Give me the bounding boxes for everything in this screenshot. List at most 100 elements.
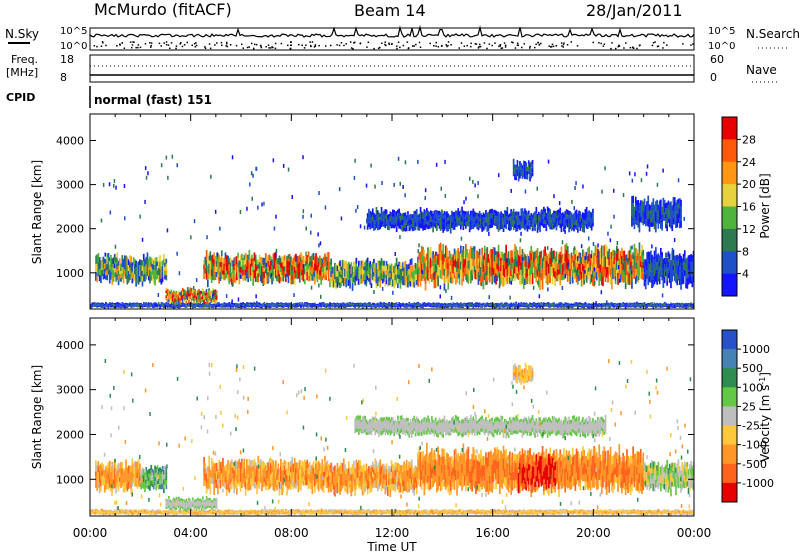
data-cell [492, 220, 495, 225]
data-cell [213, 295, 215, 299]
data-cell [295, 306, 297, 308]
data-cell [136, 305, 139, 307]
data-cell [97, 253, 100, 258]
data-cell [184, 292, 187, 296]
data-cell [447, 224, 450, 228]
data-cell [276, 305, 278, 307]
data-cell [589, 224, 592, 228]
data-cell [555, 223, 558, 231]
data-cell [308, 303, 311, 305]
data-cell [460, 245, 462, 254]
data-cell [558, 269, 560, 275]
data-cell [370, 268, 373, 274]
data-cell [188, 305, 190, 307]
data-cell [288, 305, 291, 307]
data-cell [210, 290, 213, 294]
data-cell [441, 269, 443, 280]
data-cell [234, 302, 237, 305]
data-cell [257, 264, 260, 269]
data-cell [436, 224, 438, 231]
data-cell [483, 304, 486, 307]
data-cell [132, 306, 135, 308]
data-cell [634, 304, 637, 306]
data-cell [670, 305, 672, 308]
data-cell [268, 306, 271, 308]
data-cell [424, 302, 427, 305]
data-cell [390, 271, 393, 280]
data-cell [268, 276, 271, 282]
data-cell [353, 305, 355, 307]
data-cell [364, 261, 366, 267]
data-cell [496, 304, 499, 306]
data-cell [454, 276, 457, 285]
data-cell [98, 305, 101, 307]
data-cell [359, 302, 361, 305]
data-cell [436, 279, 438, 287]
data-cell [433, 279, 436, 289]
data-cell [525, 302, 528, 304]
data-cell [436, 258, 438, 266]
data-cell [388, 302, 390, 304]
data-cell [285, 302, 287, 304]
data-cell [590, 306, 593, 309]
data-cell [398, 218, 400, 224]
data-cell [132, 303, 135, 305]
data-cell [559, 219, 562, 224]
data-cell [355, 275, 358, 281]
data-cell [617, 304, 619, 305]
data-cell [164, 266, 166, 271]
data-cell [165, 293, 168, 296]
data-cell [125, 305, 127, 307]
data-cell [454, 267, 457, 277]
data-cell [134, 269, 136, 275]
data-cell [184, 306, 187, 308]
data-cell [139, 265, 141, 271]
data-cell [96, 306, 98, 308]
data-cell [492, 267, 495, 275]
data-cell [510, 303, 512, 305]
noise-search-point [529, 47, 531, 49]
data-cell [120, 303, 122, 306]
data-cell [524, 225, 526, 231]
data-cell [369, 305, 372, 307]
data-cell [120, 305, 122, 307]
data-cell [395, 226, 398, 233]
data-cell [634, 306, 637, 308]
data-cell [579, 302, 582, 304]
data-cell [200, 304, 203, 306]
data-cell [585, 304, 588, 306]
data-cell [491, 218, 494, 223]
data-cell [165, 288, 168, 291]
data-cell [190, 305, 193, 307]
data-cell [417, 262, 419, 269]
data-cell [203, 269, 205, 275]
data-cell [658, 304, 661, 306]
data-cell [291, 304, 293, 306]
data-cell [238, 303, 241, 305]
data-cell [676, 305, 679, 308]
data-cell [286, 268, 288, 273]
data-cell [454, 222, 457, 227]
data-cell [379, 226, 382, 230]
data-cell [241, 305, 243, 307]
data-cell [171, 301, 174, 305]
data-cell [236, 256, 238, 265]
data-cell [677, 265, 680, 271]
data-cell [209, 296, 212, 299]
noise-search-point [415, 43, 417, 46]
data-cell [195, 301, 198, 305]
data-cell [472, 304, 475, 306]
data-cell [101, 302, 103, 304]
data-cell [568, 223, 570, 228]
noise-search-point [486, 47, 488, 50]
data-cell [575, 302, 578, 304]
data-cell [559, 305, 562, 308]
data-cell [466, 304, 468, 306]
data-cell [200, 299, 203, 303]
data-cell [131, 306, 134, 308]
data-cell [115, 304, 117, 306]
data-cell [311, 260, 314, 268]
data-cell [246, 306, 248, 308]
data-cell [130, 303, 132, 305]
data-cell [565, 305, 568, 307]
